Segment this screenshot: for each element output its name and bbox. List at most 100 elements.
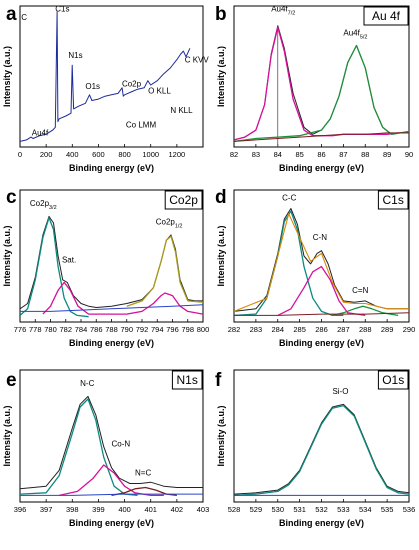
peak-annotation: Au4f5/2 xyxy=(343,29,367,41)
annotation-text: C-C xyxy=(282,194,296,203)
x-tick-label: 400 xyxy=(66,150,79,159)
annotation-text: N KLL xyxy=(170,106,193,115)
plot-frame xyxy=(19,369,204,503)
series-line-6 xyxy=(234,312,409,316)
x-tick-label: 1200 xyxy=(169,150,186,159)
x-tick-label: 396 xyxy=(14,505,27,514)
x-tick-label: 288 xyxy=(359,325,372,334)
annotation-text: Au4f xyxy=(271,5,288,14)
y-axis-label: Intensity (a.u.) xyxy=(216,405,226,466)
peak-annotation: O1s xyxy=(85,82,100,91)
annotation-text: N=C xyxy=(135,469,151,478)
series-line-1 xyxy=(234,403,409,495)
plot-frame xyxy=(19,5,204,148)
panel-f: f 528 529 530 531 532 533 534 535 536 Binding ener… xyxy=(215,369,416,528)
annotation-text: C xyxy=(21,13,27,22)
series-line-1 xyxy=(234,25,409,141)
x-tick-label: 84 xyxy=(274,150,282,159)
series-line-1 xyxy=(234,208,409,312)
element-label: C1s xyxy=(383,193,404,207)
x-tick-label: 282 xyxy=(228,325,241,334)
panel-label: c xyxy=(6,187,17,208)
panel-b: b 82 83 84 85 86 87 88 89 90 Binding energy (eV) In… xyxy=(215,4,413,173)
peak-annotation: Co2p1/2 xyxy=(156,217,183,229)
x-axis-label: Binding energy (eV) xyxy=(69,518,154,528)
series-line-2 xyxy=(234,26,409,141)
y-axis-label: Intensity (a.u.) xyxy=(2,46,12,107)
series-line-2 xyxy=(20,398,138,497)
x-tick-label: 788 xyxy=(105,325,118,334)
panel-label: e xyxy=(6,370,17,391)
x-tick-label: 536 xyxy=(403,505,416,514)
series-line-2 xyxy=(234,210,344,317)
peak-annotation: Co LMM xyxy=(126,120,157,129)
series-line-5 xyxy=(20,304,203,312)
panel-d: d 282 283 284 285 286 287 288 289 290 Binding ener… xyxy=(215,187,415,348)
annotation-subscript: 7/2 xyxy=(288,11,296,17)
peak-annotation: C KVV xyxy=(185,55,210,64)
x-tick-label: 86 xyxy=(317,150,325,159)
element-label-box xyxy=(164,190,203,210)
x-tick-label: 533 xyxy=(337,505,350,514)
x-tick-label: 90 xyxy=(405,150,413,159)
x-tick-label: 782 xyxy=(59,325,72,334)
series-line-1 xyxy=(20,11,191,142)
element-label-box xyxy=(377,190,409,210)
peak-annotation: Au4f xyxy=(32,129,49,138)
x-tick-label: 87 xyxy=(339,150,347,159)
x-tick-label: 796 xyxy=(166,325,179,334)
annotation-text: Co2p xyxy=(122,79,142,88)
series-line-5 xyxy=(20,493,203,496)
x-tick-label: 403 xyxy=(197,505,210,514)
peak-annotation: N KLL xyxy=(170,106,193,115)
x-tick-label: 397 xyxy=(40,505,53,514)
element-label-box xyxy=(377,370,409,390)
peak-annotation: C-N xyxy=(313,233,327,242)
x-tick-label: 1000 xyxy=(142,150,159,159)
series-line-1 xyxy=(20,215,203,310)
panel-label: f xyxy=(215,370,222,391)
x-tick-label: 200 xyxy=(40,150,53,159)
peak-annotation: C=N xyxy=(352,286,368,295)
x-tick-label: 780 xyxy=(44,325,57,334)
x-tick-label: 794 xyxy=(151,325,164,334)
x-tick-label: 798 xyxy=(181,325,194,334)
x-tick-label: 792 xyxy=(136,325,149,334)
peak-annotation: N-C xyxy=(80,379,94,388)
x-tick-label: 83 xyxy=(252,150,260,159)
peak-annotation: Co2p xyxy=(122,79,142,88)
annotation-text: Au4f xyxy=(32,129,49,138)
peak-annotation: Co2p3/2 xyxy=(30,199,57,211)
plot-frame xyxy=(233,369,410,503)
annotation-subscript: 5/2 xyxy=(360,35,368,41)
series-line-3 xyxy=(42,281,203,315)
element-label-box xyxy=(363,6,409,26)
peak-annotation: C1s xyxy=(55,5,69,14)
panel-label: b xyxy=(215,4,227,25)
series-line-2 xyxy=(20,217,89,318)
y-axis-label: Intensity (a.u.) xyxy=(2,405,12,466)
x-axis-label: Binding energy (eV) xyxy=(69,338,154,348)
series-line-3 xyxy=(277,265,366,317)
x-tick-label: 82 xyxy=(230,150,238,159)
panel-label: a xyxy=(6,4,17,25)
annotation-text: C1s xyxy=(55,5,69,14)
x-tick-label: 85 xyxy=(295,150,303,159)
annotation-text: Au4f xyxy=(343,29,360,38)
annotation-text: O KLL xyxy=(148,86,171,95)
x-axis-label: Binding energy (eV) xyxy=(279,163,364,173)
x-tick-label: 529 xyxy=(250,505,263,514)
peak-annotation: N1s xyxy=(68,51,82,60)
x-tick-label: 285 xyxy=(293,325,306,334)
peak-annotation: Si-O xyxy=(332,387,348,396)
x-tick-label: 290 xyxy=(403,325,416,334)
x-tick-label: 284 xyxy=(271,325,284,334)
x-tick-label: 401 xyxy=(144,505,157,514)
x-tick-label: 532 xyxy=(315,505,328,514)
annotation-text: N1s xyxy=(68,51,82,60)
x-tick-label: 776 xyxy=(14,325,27,334)
x-axis-label: Binding energy (eV) xyxy=(69,163,154,173)
x-axis-label: Binding energy (eV) xyxy=(279,338,364,348)
annotation-text: O1s xyxy=(85,82,100,91)
